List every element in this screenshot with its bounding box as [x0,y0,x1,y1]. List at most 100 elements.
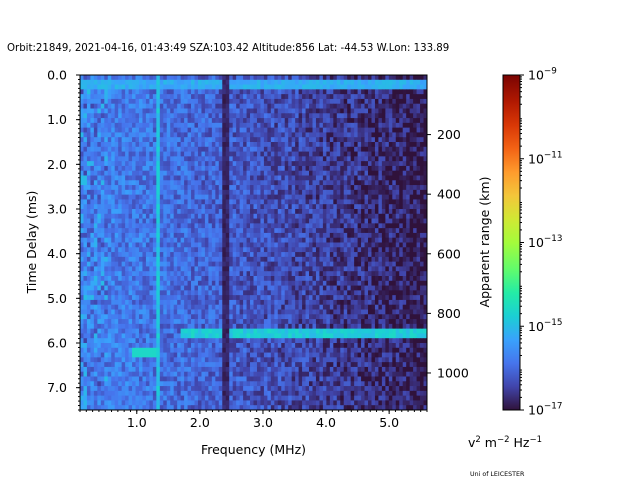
heatmap-cell [368,256,372,263]
heatmap-cell [302,98,306,105]
heatmap-cell [312,156,317,162]
heatmap-cell [177,108,182,114]
heatmap-cell [97,137,102,143]
heatmap-cell [364,108,369,114]
heatmap-cell [128,180,133,186]
heatmap-cell [274,175,279,181]
heatmap-cell [114,132,119,138]
heatmap-cell [368,299,372,306]
heatmap-cell [326,228,331,234]
heatmap-cell [107,232,112,239]
heatmap-cell [395,146,400,152]
heatmap-cell [281,194,286,200]
heatmap-cell [284,271,289,277]
heatmap-cell [250,113,254,119]
heatmap-cell [204,271,209,277]
heatmap-cell [191,103,195,109]
heatmap-cell [145,256,150,263]
heatmap-cell [302,146,306,152]
heatmap-cell [236,266,241,272]
heatmap-cell [270,113,275,119]
heatmap-cell [298,256,303,263]
heatmap-cell [322,146,327,152]
heatmap-cell [204,204,209,210]
heatmap-cell [243,252,247,258]
heatmap-cell [114,218,119,224]
heatmap-cell [246,242,251,248]
heatmap-cell [371,271,376,277]
heatmap-cell [121,108,126,114]
heatmap-cell [263,189,268,196]
heatmap-cell [204,84,209,90]
heatmap-cell [191,271,195,277]
heatmap-cell [184,113,188,119]
heatmap-cell [104,175,109,181]
heatmap-cell [114,204,119,210]
heatmap-cell [197,89,202,95]
heatmap-cell [239,295,244,301]
heatmap-cell [208,295,213,301]
heatmap-cell [121,290,126,296]
heatmap-cell [305,118,310,124]
heatmap-cell [250,103,254,109]
heatmap-cell [125,304,129,310]
heatmap-cell [291,237,296,243]
heatmap-cell [319,161,324,167]
heatmap-cell [385,223,390,229]
heatmap-cell [118,84,123,90]
heatmap-cell [170,228,175,234]
heatmap-cell [111,151,116,157]
heatmap-cell [381,276,386,282]
heatmap-cell [413,108,417,114]
heatmap-cell [277,304,282,310]
heatmap-cell [267,232,272,239]
heatmap-cell [364,299,369,306]
heatmap-cell [149,180,154,186]
heatmap-cell [177,118,182,124]
heatmap-cell [159,290,164,296]
heatmap-cell [163,304,168,310]
heatmap-cell [416,213,421,219]
heatmap-cell [291,84,296,90]
heatmap-cell [312,118,317,124]
heatmap-cell [250,108,254,114]
heatmap-cell [80,84,84,90]
heatmap-cell [395,103,400,109]
heatmap-cell [90,94,95,100]
heatmap-cell [138,84,143,90]
heatmap-cell [111,161,116,167]
heatmap-cell [121,185,126,191]
heatmap-cell [218,256,223,263]
heatmap-cell [368,237,372,243]
heatmap-cell [295,271,300,277]
heatmap-cell [253,280,258,286]
heatmap-cell [315,276,320,282]
heatmap-cell [184,103,188,109]
heatmap-cell [194,256,199,263]
heatmap-cell [197,290,202,296]
heatmap-cell [263,271,268,277]
heatmap-cell [406,242,411,248]
heatmap-cell [86,146,91,152]
heatmap-cell [312,237,317,243]
heatmap-cell [322,276,327,282]
heatmap-cell [201,84,206,90]
heatmap-cell [340,280,345,286]
heatmap-cell [281,156,286,162]
heatmap-cell [97,218,102,224]
heatmap-cell [388,103,393,109]
heatmap-cell [364,137,369,143]
heatmap-cell [246,252,251,258]
heatmap-cell [350,228,355,234]
heatmap-cell [274,252,279,258]
heatmap-cell [302,180,306,186]
heatmap-cell [263,165,268,172]
heatmap-cell [173,295,178,301]
heatmap-cell [392,84,397,90]
heatmap-cell [413,280,417,286]
heatmap-cell [409,142,414,148]
heatmap-cell [413,142,417,148]
heatmap-cell [256,161,261,167]
heatmap-cell [298,252,303,258]
heatmap-cell [270,161,275,167]
